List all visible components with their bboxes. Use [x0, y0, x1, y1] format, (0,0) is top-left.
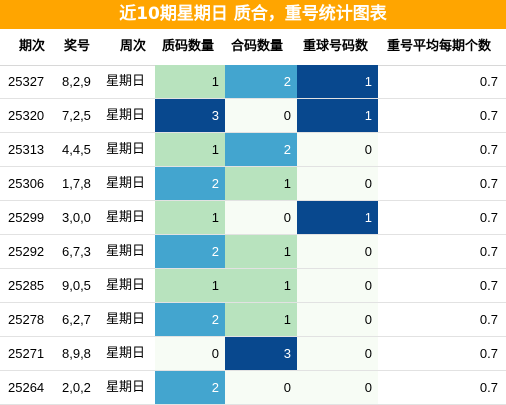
cell-issue: 25264	[8, 380, 45, 395]
cell-repeat-count: 1	[297, 65, 378, 98]
header-prime-count: 质码数量	[162, 39, 215, 54]
cell-composite-count: 1	[225, 167, 297, 200]
table-header: 期次 奖号 周次 质码数量 合码数量 重球号码数 重号平均每期个数	[0, 29, 506, 66]
cell-repeat-count: 0	[297, 303, 378, 336]
table-row: 25292 6,7,3 星期日 2 1 0 0.7	[0, 235, 506, 269]
cell-repeat-average: 0.7	[479, 74, 498, 89]
cell-week: 星期日	[106, 312, 146, 327]
cell-week: 星期日	[106, 176, 146, 191]
cell-issue: 25285	[8, 278, 45, 293]
cell-repeat-average: 0.7	[479, 176, 498, 191]
header-week: 周次	[120, 39, 147, 54]
cell-prime-count: 2	[155, 303, 225, 336]
cell-prize: 6,2,7	[62, 312, 91, 327]
cell-repeat-average: 0.7	[479, 210, 498, 225]
header-composite-count: 合码数量	[231, 39, 284, 54]
cell-prize: 7,2,5	[62, 108, 91, 123]
cell-week: 星期日	[106, 244, 146, 259]
cell-issue: 25299	[8, 210, 45, 225]
cell-prize: 3,0,0	[62, 210, 91, 225]
cell-repeat-count: 1	[297, 201, 378, 234]
cell-composite-count: 1	[225, 269, 297, 302]
header-prize: 奖号	[64, 39, 91, 54]
cell-repeat-count: 0	[297, 337, 378, 370]
cell-composite-count: 1	[225, 235, 297, 268]
table-row: 25271 8,9,8 星期日 0 3 0 0.7	[0, 337, 506, 371]
cell-repeat-average: 0.7	[479, 108, 498, 123]
cell-repeat-average: 0.7	[479, 346, 498, 361]
cell-repeat-average: 0.7	[479, 312, 498, 327]
cell-repeat-average: 0.7	[479, 142, 498, 157]
cell-prize: 8,2,9	[62, 74, 91, 89]
cell-week: 星期日	[106, 380, 146, 395]
cell-prize: 6,7,3	[62, 244, 91, 259]
header-repeat-count: 重球号码数	[303, 39, 369, 54]
cell-repeat-count: 0	[297, 235, 378, 268]
page-title: 近10期星期日 质合，重号统计图表	[0, 0, 506, 30]
cell-issue: 25327	[8, 74, 45, 89]
cell-repeat-count: 1	[297, 99, 378, 132]
table-row: 25285 9,0,5 星期日 1 1 0 0.7	[0, 269, 506, 303]
cell-issue: 25278	[8, 312, 45, 327]
table-row: 25320 7,2,5 星期日 3 0 1 0.7	[0, 99, 506, 133]
header-repeat-average: 重号平均每期个数	[387, 39, 492, 54]
cell-prize: 4,4,5	[62, 142, 91, 157]
cell-composite-count: 2	[225, 133, 297, 166]
cell-week: 星期日	[106, 346, 146, 361]
cell-prime-count: 2	[155, 167, 225, 200]
cell-issue: 25271	[8, 346, 45, 361]
cell-repeat-average: 0.7	[479, 380, 498, 395]
cell-issue: 25292	[8, 244, 45, 259]
table-row: 25306 1,7,8 星期日 2 1 0 0.7	[0, 167, 506, 201]
cell-repeat-average: 0.7	[479, 278, 498, 293]
cell-issue: 25320	[8, 108, 45, 123]
cell-repeat-average: 0.7	[479, 244, 498, 259]
cell-composite-count: 0	[225, 371, 297, 404]
cell-composite-count: 0	[225, 99, 297, 132]
cell-repeat-count: 0	[297, 133, 378, 166]
cell-week: 星期日	[106, 74, 146, 89]
cell-prime-count: 1	[155, 65, 225, 98]
table-row: 25299 3,0,0 星期日 1 0 1 0.7	[0, 201, 506, 235]
cell-week: 星期日	[106, 108, 146, 123]
cell-repeat-count: 0	[297, 371, 378, 404]
cell-issue: 25313	[8, 142, 45, 157]
cell-prime-count: 3	[155, 99, 225, 132]
header-issue: 期次	[19, 39, 46, 54]
cell-prime-count: 0	[155, 337, 225, 370]
cell-repeat-count: 0	[297, 167, 378, 200]
cell-prime-count: 2	[155, 371, 225, 404]
cell-week: 星期日	[106, 210, 146, 225]
table-row: 25278 6,2,7 星期日 2 1 0 0.7	[0, 303, 506, 337]
cell-week: 星期日	[106, 142, 146, 157]
cell-repeat-count: 0	[297, 269, 378, 302]
table-row: 25327 8,2,9 星期日 1 2 1 0.7	[0, 65, 506, 99]
cell-prime-count: 1	[155, 133, 225, 166]
cell-composite-count: 0	[225, 201, 297, 234]
cell-prime-count: 1	[155, 269, 225, 302]
cell-week: 星期日	[106, 278, 146, 293]
cell-prize: 8,9,8	[62, 346, 91, 361]
table-row: 25313 4,4,5 星期日 1 2 0 0.7	[0, 133, 506, 167]
cell-composite-count: 3	[225, 337, 297, 370]
cell-prime-count: 1	[155, 201, 225, 234]
cell-prize: 2,0,2	[62, 380, 91, 395]
table-body: 25327 8,2,9 星期日 1 2 1 0.7 25320 7,2,5 星期日 3 0 1 0.7 25…	[0, 65, 506, 405]
cell-composite-count: 1	[225, 303, 297, 336]
cell-issue: 25306	[8, 176, 45, 191]
table-row: 25264 2,0,2 星期日 2 0 0 0.7	[0, 371, 506, 405]
cell-composite-count: 2	[225, 65, 297, 98]
cell-prize: 1,7,8	[62, 176, 91, 191]
cell-prime-count: 2	[155, 235, 225, 268]
cell-prize: 9,0,5	[62, 278, 91, 293]
